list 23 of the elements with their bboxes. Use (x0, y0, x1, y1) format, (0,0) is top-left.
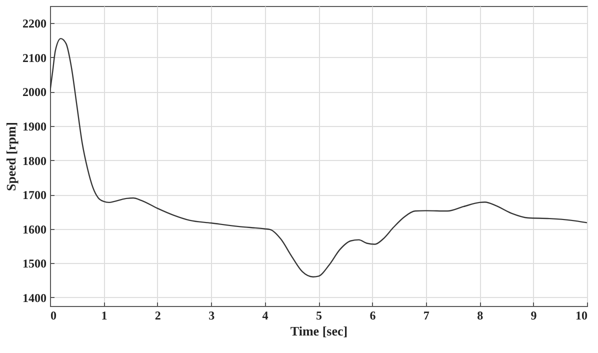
x-tick-label: 9 (530, 308, 537, 322)
x-tick-label: 7 (423, 308, 430, 322)
y-tick-label: 1900 (22, 120, 46, 134)
y-tick-label: 1700 (22, 188, 46, 202)
x-tick-label: 10 (576, 308, 588, 322)
y-tick-label: 1400 (22, 290, 46, 305)
y-tick-label: 1600 (22, 222, 46, 236)
x-tick-label: 2 (154, 308, 161, 322)
x-axis-title: Time [sec] (290, 324, 348, 338)
x-tick-label: 3 (208, 308, 215, 322)
x-tick-label: 4 (262, 308, 268, 322)
x-tick-label: 0 (50, 308, 56, 322)
y-tick-label: 1800 (22, 154, 46, 168)
y-tick-label: 2000 (22, 85, 46, 100)
y-axis-title: Speed [rpm] (4, 122, 18, 191)
x-tick-label: 5 (316, 308, 322, 322)
y-tick-label: 2200 (22, 16, 46, 31)
y-tick-label: 2100 (22, 50, 46, 65)
x-tick-label: 8 (477, 308, 484, 322)
x-tick-label: 6 (370, 308, 376, 322)
x-tick-label: 1 (101, 308, 108, 322)
y-tick-label: 1500 (22, 256, 46, 271)
line-series (50, 38, 587, 278)
